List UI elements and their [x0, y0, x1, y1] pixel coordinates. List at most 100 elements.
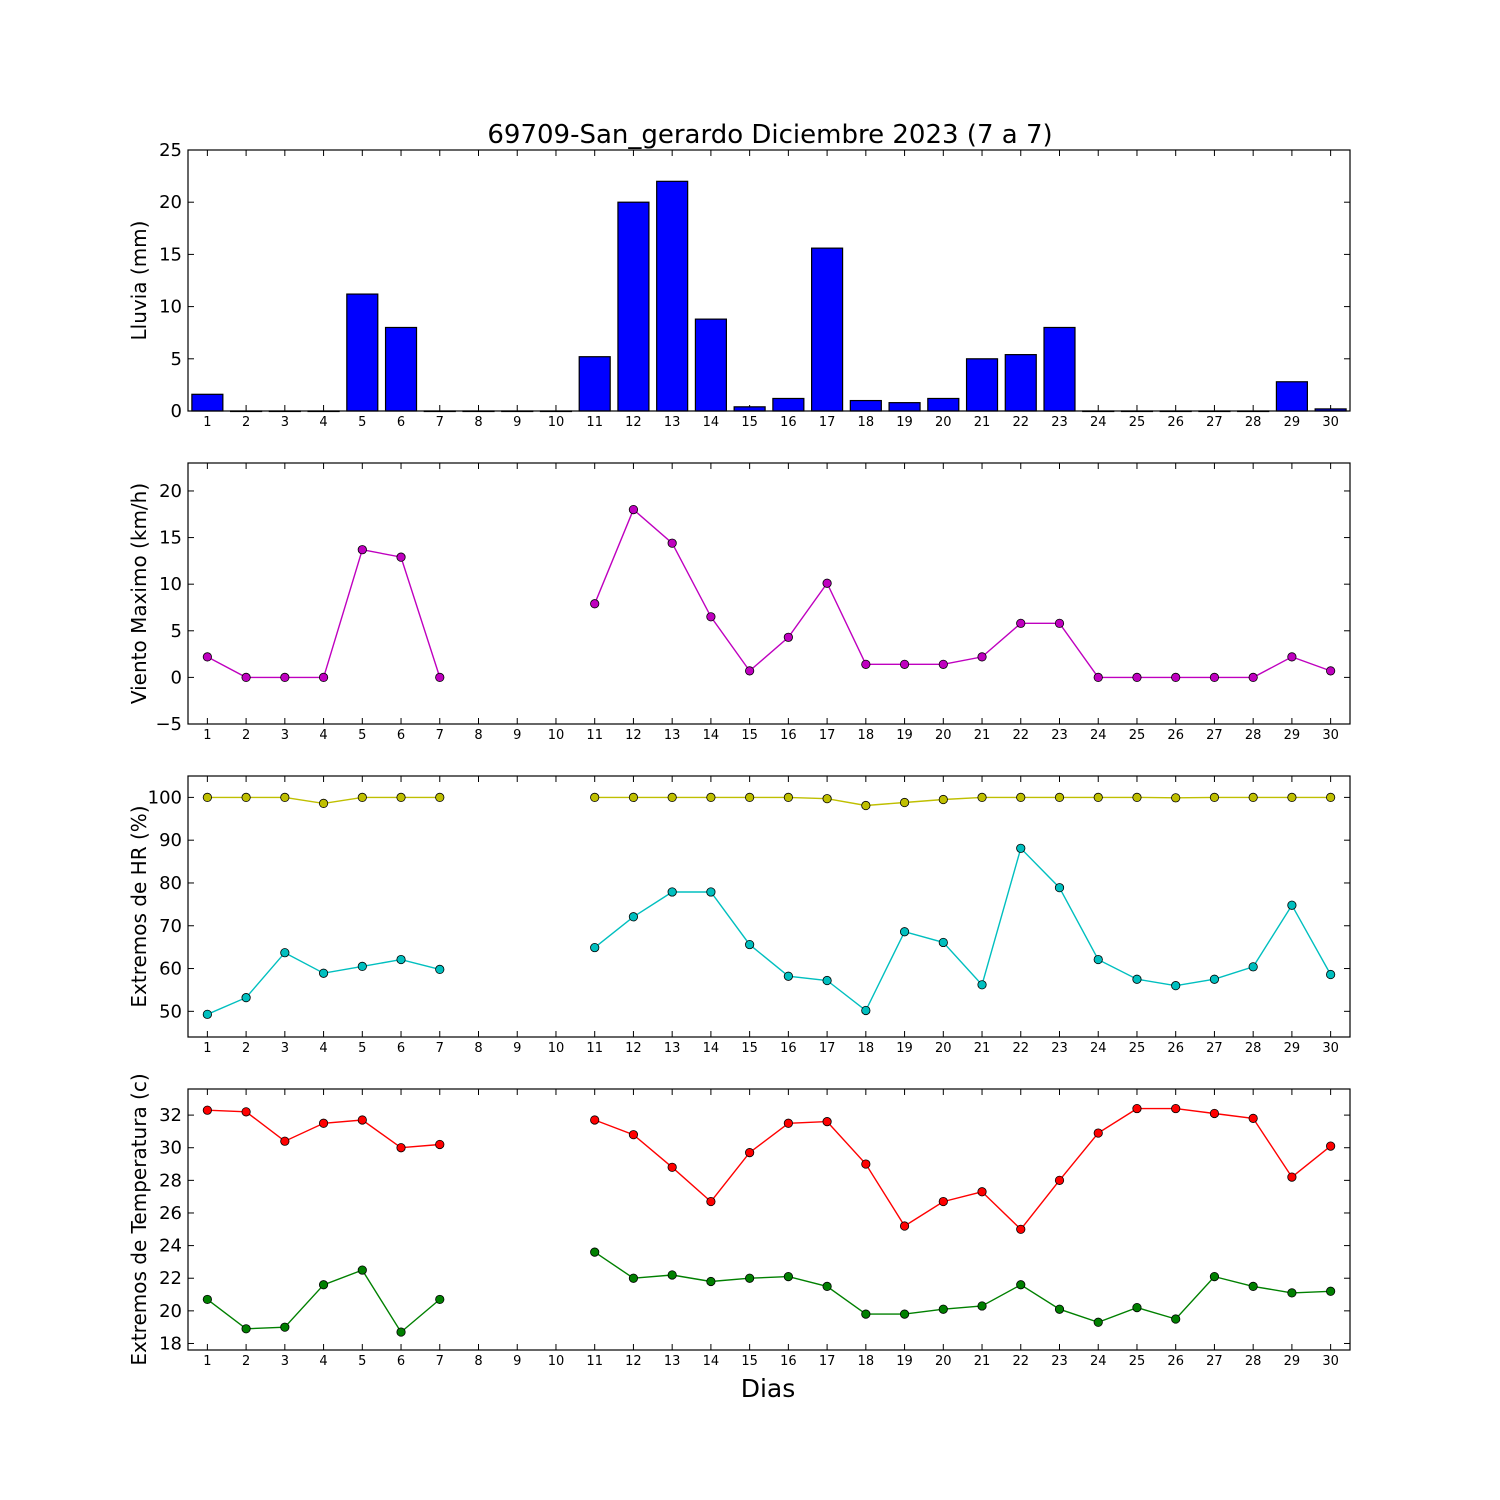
series-2-point-day-19 — [899, 1309, 910, 1319]
series-1-point-day-21 — [977, 1187, 987, 1197]
bar-day-22 — [1004, 354, 1037, 412]
series-1-line — [594, 796, 1331, 807]
series-1-point-day-22 — [1016, 618, 1026, 628]
x-tick-label: 6 — [397, 415, 405, 430]
x-tick-label: 24 — [1090, 728, 1107, 743]
series-1-point-day-15 — [745, 666, 755, 676]
x-tick-label: 16 — [780, 1041, 797, 1056]
series-2-point-day-14 — [706, 887, 716, 897]
series-2-point-day-15 — [745, 939, 755, 950]
x-tick-label: 11 — [586, 1354, 603, 1369]
series-1-point-day-25 — [1132, 792, 1142, 802]
series-1-point-day-3 — [280, 672, 290, 682]
bar-day-17 — [811, 247, 844, 412]
x-tick-label: 29 — [1284, 728, 1301, 743]
series-1-point-day-26 — [1171, 1103, 1181, 1114]
x-tick-label: 3 — [281, 415, 289, 430]
x-tick-label: 1 — [203, 728, 211, 743]
bar-day-5 — [346, 293, 379, 412]
series-1-point-day-3 — [280, 792, 290, 802]
series-1-point-day-28 — [1248, 1113, 1258, 1123]
series-1-point-day-4 — [318, 798, 329, 808]
x-tick-label: 14 — [703, 415, 720, 430]
series-1-point-day-26 — [1171, 793, 1181, 803]
series-1-point-day-24 — [1093, 672, 1103, 682]
series-2-point-day-17 — [822, 975, 832, 986]
series-2-point-day-22 — [1016, 843, 1026, 853]
x-tick-label: 30 — [1322, 1041, 1339, 1056]
series-1-point-day-12 — [628, 505, 639, 515]
x-tick-label: 28 — [1245, 1354, 1262, 1369]
series-1-point-day-21 — [977, 792, 987, 802]
y-tick-label: 10 — [159, 574, 182, 595]
series-1-point-day-11 — [590, 792, 600, 802]
series-1-point-day-5 — [357, 792, 367, 802]
x-tick-label: 14 — [703, 1354, 720, 1369]
x-tick-label: 11 — [586, 1041, 603, 1056]
x-tick-label: 27 — [1206, 1354, 1223, 1369]
series-2-point-day-14 — [706, 1276, 716, 1287]
panel-frame — [187, 149, 1351, 412]
x-tick-label: 29 — [1284, 415, 1301, 430]
x-tick-label: 1 — [203, 1354, 211, 1369]
x-tick-label: 6 — [397, 728, 405, 743]
x-tick-label: 3 — [281, 728, 289, 743]
y-tick-label: 0 — [171, 667, 182, 688]
bar-day-13 — [656, 180, 689, 412]
series-2-point-day-11 — [590, 942, 600, 953]
series-1-point-day-2 — [241, 1107, 251, 1117]
series-1-point-day-16 — [783, 792, 793, 802]
series-2-point-day-7 — [435, 964, 445, 974]
series-1-point-day-11 — [590, 599, 600, 609]
series-1-point-day-29 — [1287, 652, 1297, 662]
x-tick-label: 9 — [513, 415, 521, 430]
series-1-point-day-16 — [783, 632, 793, 642]
x-tick-label: 7 — [436, 1354, 444, 1369]
bar-day-16 — [772, 397, 805, 412]
series-2-point-day-12 — [628, 912, 639, 922]
y-tick-label: 20 — [159, 481, 182, 502]
series-1-point-day-11 — [590, 1115, 600, 1125]
x-tick-label: 18 — [858, 1354, 875, 1369]
x-tick-label: 1 — [203, 415, 211, 430]
series-1-point-day-20 — [938, 1196, 948, 1207]
x-tick-label: 28 — [1245, 728, 1262, 743]
series-1-point-day-27 — [1209, 792, 1220, 802]
series-1-point-day-27 — [1209, 672, 1220, 682]
series-1-point-day-6 — [396, 792, 406, 802]
x-tick-label: 21 — [974, 415, 991, 430]
x-tick-label: 24 — [1090, 1354, 1107, 1369]
x-tick-label: 9 — [513, 1041, 521, 1056]
x-tick-label: 19 — [896, 1354, 913, 1369]
x-tick-label: 4 — [319, 728, 327, 743]
series-1-point-day-25 — [1132, 1103, 1142, 1114]
series-2-point-day-13 — [667, 887, 677, 897]
series-2-point-day-15 — [745, 1273, 755, 1283]
series-2-point-day-20 — [938, 937, 948, 948]
x-tick-label: 16 — [780, 728, 797, 743]
series-2-line — [594, 846, 1332, 1012]
y-tick-label: 18 — [159, 1333, 182, 1354]
x-tick-label: 28 — [1245, 415, 1262, 430]
series-1-line — [207, 548, 441, 679]
x-tick-label: 13 — [664, 728, 681, 743]
x-tick-label: 5 — [358, 1041, 366, 1056]
x-tick-label: 2 — [242, 1354, 250, 1369]
x-tick-label: 25 — [1129, 415, 1146, 430]
series-1-point-day-7 — [435, 672, 445, 682]
panel-frame — [187, 1088, 1351, 1351]
series-1-line — [207, 1109, 440, 1149]
series-1-point-day-2 — [241, 672, 251, 682]
x-tick-label: 16 — [780, 415, 797, 430]
series-2-point-day-6 — [396, 1327, 406, 1337]
series-2-point-day-25 — [1132, 974, 1142, 984]
y-tick-label: 90 — [159, 830, 182, 851]
x-tick-label: 10 — [548, 415, 565, 430]
x-tick-label: 6 — [397, 1354, 405, 1369]
x-tick-label: 29 — [1284, 1041, 1301, 1056]
x-tick-label: 16 — [780, 1354, 797, 1369]
series-1-point-day-24 — [1093, 792, 1103, 802]
series-1-point-day-22 — [1016, 792, 1026, 802]
